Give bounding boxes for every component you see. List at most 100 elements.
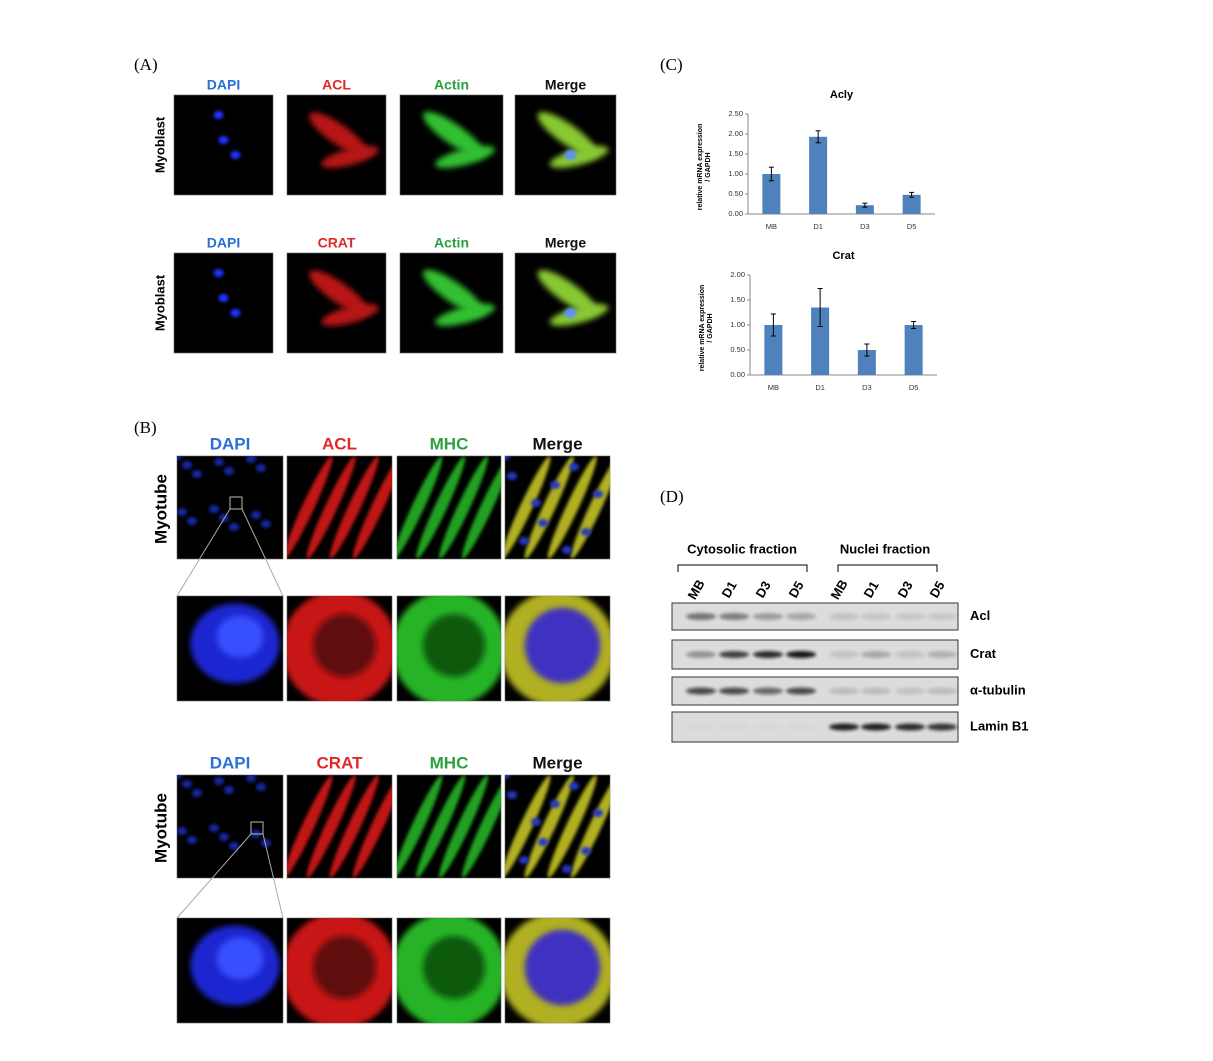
nucleus bbox=[177, 775, 182, 779]
panel-label: (B) bbox=[134, 418, 157, 437]
image-frame bbox=[173, 94, 274, 196]
nucleus bbox=[214, 777, 224, 785]
myotube bbox=[306, 456, 356, 559]
y-axis-label: relative mRNA expression bbox=[699, 285, 706, 372]
myotube bbox=[329, 775, 379, 878]
channel-label: DAPI bbox=[207, 235, 240, 251]
channel-label: ACL bbox=[322, 434, 357, 453]
y-axis-label: / GAPDH bbox=[705, 152, 712, 181]
micrograph bbox=[176, 917, 284, 1024]
nucleus bbox=[256, 783, 266, 791]
channel-label: MHC bbox=[430, 434, 469, 453]
micrograph bbox=[286, 94, 387, 196]
image-content bbox=[287, 456, 392, 559]
myotube bbox=[287, 775, 333, 878]
channel-label: CRAT bbox=[317, 753, 364, 772]
band bbox=[895, 651, 925, 658]
bracket bbox=[837, 564, 938, 572]
nucleus bbox=[218, 136, 229, 144]
nucleus bbox=[538, 838, 548, 846]
nucleus bbox=[214, 458, 224, 466]
bar bbox=[809, 136, 828, 214]
nucleus bbox=[216, 937, 264, 980]
band bbox=[753, 613, 783, 620]
cell bbox=[321, 304, 379, 326]
nucleus bbox=[593, 490, 603, 498]
micrograph bbox=[514, 252, 617, 354]
band bbox=[895, 723, 925, 731]
nucleus-shadow bbox=[422, 936, 486, 999]
image-content bbox=[505, 918, 610, 1023]
image-content bbox=[397, 596, 501, 701]
nucleus bbox=[230, 309, 241, 317]
image-content bbox=[537, 112, 609, 168]
nucleus bbox=[538, 519, 548, 527]
channel-label: Actin bbox=[434, 77, 469, 93]
x-tick-label: MB bbox=[768, 383, 779, 392]
nucleus bbox=[550, 800, 560, 808]
nucleus bbox=[256, 464, 266, 472]
nucleus bbox=[519, 537, 529, 545]
myotube bbox=[524, 456, 574, 559]
nucleus bbox=[581, 847, 591, 855]
nucleus bbox=[564, 150, 577, 160]
nucleus bbox=[507, 791, 517, 799]
bar bbox=[902, 194, 921, 214]
myotube bbox=[524, 775, 574, 878]
y-tick-label: 0.00 bbox=[730, 370, 745, 379]
micrograph bbox=[396, 774, 502, 879]
bar bbox=[762, 174, 781, 214]
myotube bbox=[397, 775, 443, 878]
channel-label: Merge bbox=[545, 235, 586, 251]
band bbox=[861, 613, 891, 620]
myotube bbox=[306, 775, 356, 878]
myotube bbox=[287, 456, 333, 559]
nucleus bbox=[261, 520, 271, 528]
micrograph bbox=[176, 774, 284, 879]
cell bbox=[309, 112, 368, 156]
micrograph bbox=[504, 774, 611, 879]
image-frame bbox=[514, 94, 617, 196]
band bbox=[895, 613, 925, 620]
lane-label: MB bbox=[685, 577, 708, 602]
band bbox=[686, 651, 716, 658]
protein-label: Crat bbox=[970, 646, 997, 661]
nucleus bbox=[224, 467, 234, 475]
nucleus bbox=[209, 824, 219, 832]
nucleus bbox=[507, 472, 517, 480]
band bbox=[861, 723, 891, 731]
micrograph bbox=[176, 595, 284, 702]
nucleus bbox=[261, 839, 271, 847]
myotube bbox=[439, 456, 489, 559]
band bbox=[829, 687, 859, 695]
cell bbox=[537, 270, 597, 314]
band bbox=[927, 723, 957, 731]
nucleus bbox=[524, 607, 601, 684]
myotube bbox=[329, 456, 379, 559]
x-tick-label: D3 bbox=[862, 383, 872, 392]
bar bbox=[857, 350, 876, 375]
image-content bbox=[309, 112, 379, 168]
channel-label: CRAT bbox=[318, 235, 356, 251]
band bbox=[719, 724, 749, 731]
zoom-box bbox=[250, 821, 264, 835]
band bbox=[753, 687, 783, 695]
myotube bbox=[461, 775, 501, 878]
band bbox=[895, 687, 925, 695]
nucleus bbox=[177, 456, 182, 460]
protein-label: α-tubulin bbox=[970, 682, 1026, 697]
band bbox=[786, 613, 816, 620]
nucleus bbox=[219, 833, 229, 841]
row-label: Myoblast bbox=[152, 274, 167, 331]
band bbox=[719, 613, 749, 620]
image-content bbox=[505, 775, 610, 878]
lane-label: D5 bbox=[785, 579, 806, 601]
nucleus bbox=[182, 780, 192, 788]
nucleus bbox=[246, 456, 256, 463]
micrograph bbox=[399, 252, 504, 354]
micrograph bbox=[504, 917, 611, 1024]
nucleus bbox=[531, 499, 541, 507]
band bbox=[753, 651, 783, 658]
channel-label: DAPI bbox=[210, 434, 251, 453]
micrograph bbox=[173, 94, 274, 196]
